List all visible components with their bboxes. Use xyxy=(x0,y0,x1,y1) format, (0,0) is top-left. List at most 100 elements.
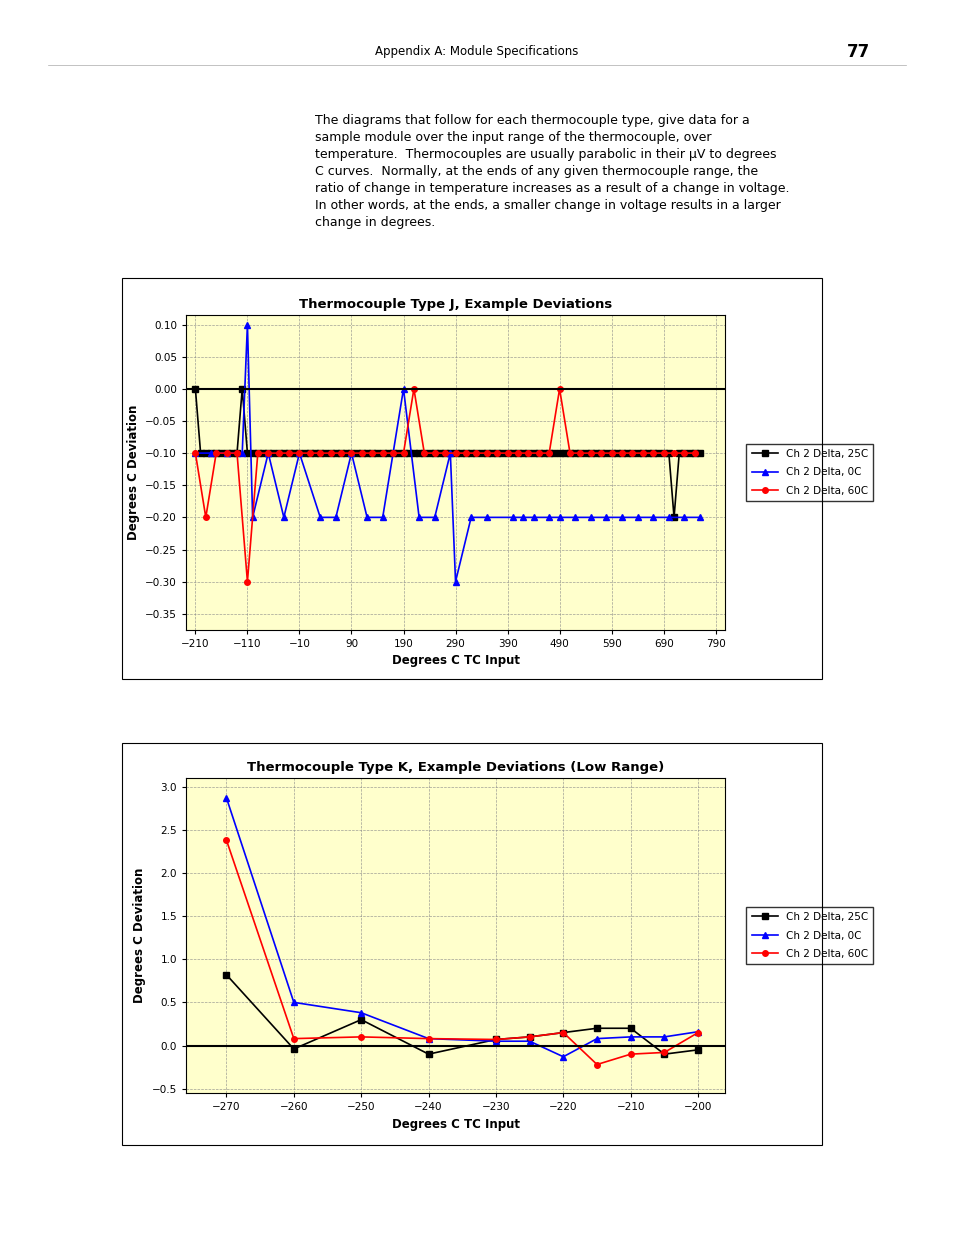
Line: Ch 2 Delta, 0C: Ch 2 Delta, 0C xyxy=(223,795,700,1060)
Ch 2 Delta, 60C xyxy=(512,446,523,461)
Ch 2 Delta, 0C xyxy=(422,1031,434,1046)
Ch 2 Delta, 60C xyxy=(616,446,627,461)
Ch 2 Delta, 60C xyxy=(554,382,565,396)
Ch 2 Delta, 60C xyxy=(533,446,544,461)
Ch 2 Delta, 0C xyxy=(647,510,659,525)
Ch 2 Delta, 0C xyxy=(616,510,627,525)
Ch 2 Delta, 60C xyxy=(591,1057,602,1072)
Ch 2 Delta, 60C xyxy=(355,1030,367,1045)
Ch 2 Delta, 60C xyxy=(325,446,336,461)
Ch 2 Delta, 0C xyxy=(600,510,612,525)
Ch 2 Delta, 0C xyxy=(330,510,341,525)
Line: Ch 2 Delta, 0C: Ch 2 Delta, 0C xyxy=(193,322,702,584)
Ch 2 Delta, 0C xyxy=(450,574,461,589)
Ch 2 Delta, 60C xyxy=(688,446,700,461)
Ch 2 Delta, 0C xyxy=(584,510,596,525)
Ch 2 Delta, 60C xyxy=(422,1031,434,1046)
Ch 2 Delta, 60C xyxy=(543,446,555,461)
Ch 2 Delta, 25C xyxy=(220,967,232,982)
Ch 2 Delta, 60C xyxy=(490,1032,501,1047)
Ch 2 Delta, 25C xyxy=(692,1042,703,1057)
Ch 2 Delta, 0C xyxy=(554,510,565,525)
Ch 2 Delta, 0C xyxy=(355,1005,367,1020)
Ch 2 Delta, 60C xyxy=(692,1025,703,1040)
X-axis label: Degrees C TC Input: Degrees C TC Input xyxy=(391,1118,519,1130)
Ch 2 Delta, 60C xyxy=(304,446,315,461)
Ch 2 Delta, 60C xyxy=(491,446,502,461)
Ch 2 Delta, 0C xyxy=(205,446,216,461)
Ch 2 Delta, 0C xyxy=(624,1030,636,1045)
Ch 2 Delta, 60C xyxy=(397,446,409,461)
Ch 2 Delta, 60C xyxy=(658,446,669,461)
Text: 77: 77 xyxy=(846,43,869,61)
Ch 2 Delta, 25C xyxy=(355,1013,367,1028)
Ch 2 Delta, 0C xyxy=(294,446,305,461)
Ch 2 Delta, 0C xyxy=(288,995,299,1010)
Ch 2 Delta, 60C xyxy=(459,446,471,461)
Ch 2 Delta, 0C xyxy=(278,510,290,525)
Ch 2 Delta, 0C xyxy=(662,510,674,525)
Ch 2 Delta, 0C xyxy=(557,1050,568,1065)
Ch 2 Delta, 0C xyxy=(692,1024,703,1039)
Ch 2 Delta, 25C xyxy=(574,446,585,461)
Ch 2 Delta, 0C xyxy=(345,446,356,461)
Ch 2 Delta, 0C xyxy=(543,510,555,525)
Ch 2 Delta, 25C xyxy=(624,1021,636,1036)
Line: Ch 2 Delta, 60C: Ch 2 Delta, 60C xyxy=(223,837,700,1067)
Ch 2 Delta, 60C xyxy=(668,446,679,461)
Ch 2 Delta, 0C xyxy=(517,510,528,525)
Ch 2 Delta, 60C xyxy=(376,446,388,461)
Ch 2 Delta, 0C xyxy=(376,510,388,525)
Ch 2 Delta, 60C xyxy=(501,446,513,461)
Ch 2 Delta, 25C xyxy=(668,510,679,525)
Ch 2 Delta, 60C xyxy=(647,446,659,461)
Ch 2 Delta, 0C xyxy=(429,510,440,525)
Line: Ch 2 Delta, 25C: Ch 2 Delta, 25C xyxy=(193,387,702,520)
Ch 2 Delta, 60C xyxy=(314,446,326,461)
Ch 2 Delta, 25C xyxy=(231,446,242,461)
Ch 2 Delta, 0C xyxy=(591,1031,602,1046)
Ch 2 Delta, 0C xyxy=(490,1034,501,1049)
Ch 2 Delta, 60C xyxy=(335,446,347,461)
Ch 2 Delta, 25C xyxy=(658,1047,669,1062)
Ch 2 Delta, 0C xyxy=(397,382,409,396)
Ch 2 Delta, 60C xyxy=(480,446,492,461)
Ch 2 Delta, 60C xyxy=(523,1030,535,1045)
Line: Ch 2 Delta, 25C: Ch 2 Delta, 25C xyxy=(223,972,700,1057)
Ch 2 Delta, 0C xyxy=(678,510,689,525)
Legend: Ch 2 Delta, 25C, Ch 2 Delta, 0C, Ch 2 Delta, 60C: Ch 2 Delta, 25C, Ch 2 Delta, 0C, Ch 2 De… xyxy=(745,906,873,965)
Text: The diagrams that follow for each thermocouple type, give data for a
sample modu: The diagrams that follow for each thermo… xyxy=(314,114,788,228)
Ch 2 Delta, 60C xyxy=(658,1045,669,1060)
Ch 2 Delta, 60C xyxy=(678,446,689,461)
Ch 2 Delta, 25C xyxy=(470,446,481,461)
Ch 2 Delta, 0C xyxy=(523,1034,535,1049)
Ch 2 Delta, 0C xyxy=(480,510,492,525)
Ch 2 Delta, 0C xyxy=(220,790,232,805)
Ch 2 Delta, 60C xyxy=(418,446,430,461)
Ch 2 Delta, 60C xyxy=(273,446,284,461)
Ch 2 Delta, 0C xyxy=(241,317,253,332)
Ch 2 Delta, 0C xyxy=(658,1030,669,1045)
Ch 2 Delta, 25C xyxy=(557,1025,568,1040)
Ch 2 Delta, 25C xyxy=(190,382,201,396)
Ch 2 Delta, 60C xyxy=(450,446,461,461)
Ch 2 Delta, 0C xyxy=(694,510,705,525)
Ch 2 Delta, 60C xyxy=(387,446,398,461)
Ch 2 Delta, 60C xyxy=(429,446,440,461)
Ch 2 Delta, 60C xyxy=(288,1031,299,1046)
Ch 2 Delta, 60C xyxy=(190,446,201,461)
Ch 2 Delta, 60C xyxy=(345,446,356,461)
Ch 2 Delta, 25C xyxy=(490,1032,501,1047)
Ch 2 Delta, 0C xyxy=(236,446,248,461)
Ch 2 Delta, 0C xyxy=(444,446,456,461)
X-axis label: Degrees C TC Input: Degrees C TC Input xyxy=(391,655,519,667)
Ch 2 Delta, 60C xyxy=(231,446,242,461)
Ch 2 Delta, 60C xyxy=(252,446,263,461)
Ch 2 Delta, 0C xyxy=(247,510,258,525)
Ch 2 Delta, 60C xyxy=(557,1025,568,1040)
Ch 2 Delta, 0C xyxy=(262,446,274,461)
Y-axis label: Degrees C Deviation: Degrees C Deviation xyxy=(133,868,146,1003)
Ch 2 Delta, 60C xyxy=(637,446,648,461)
Text: Appendix A: Module Specifications: Appendix A: Module Specifications xyxy=(375,46,578,58)
Title: Thermocouple Type K, Example Deviations (Low Range): Thermocouple Type K, Example Deviations … xyxy=(247,761,663,774)
